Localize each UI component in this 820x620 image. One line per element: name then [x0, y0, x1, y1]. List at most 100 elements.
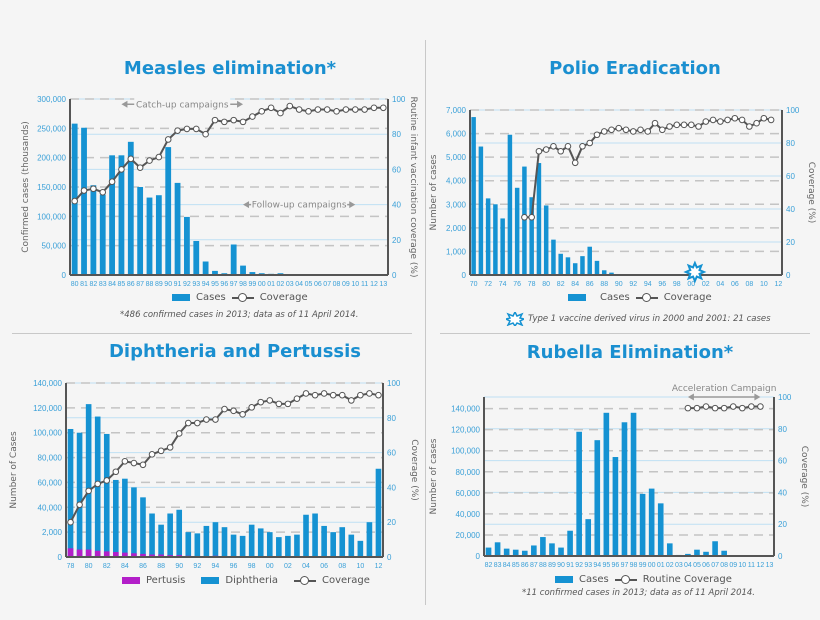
x-tick-label: 82: [89, 281, 97, 288]
bar-cases-1997: [621, 422, 628, 556]
coverage-point-1979: [535, 147, 543, 155]
x-tick-label: 90: [615, 281, 623, 288]
polio-note: Type 1 vaccine derived virus in 2000 and…: [506, 312, 771, 326]
bar-cases-1998: [240, 265, 246, 275]
x-tick-label: 96: [230, 563, 238, 570]
y-tick-label: 140,000: [451, 405, 480, 414]
y2-axis-title: Routine infant vaccination coverage (%): [408, 97, 418, 278]
bar-cases-1999: [249, 272, 256, 275]
coverage-point-2009: [753, 119, 760, 127]
coverage-point-2005: [305, 108, 312, 115]
vertical-divider: [425, 40, 426, 605]
y-tick-label: 40,000: [456, 510, 481, 519]
y-tick-label: 20,000: [456, 531, 481, 540]
x-tick-label: 91: [566, 562, 574, 569]
legend-label: Coverage: [663, 292, 712, 303]
coverage-line-icon: [614, 574, 637, 585]
coverage-point-1993: [192, 125, 200, 133]
x-tick-label: 84: [503, 562, 511, 569]
bar-cases-1984: [503, 548, 510, 556]
coverage-point-1999: [249, 113, 256, 120]
coverage-point-1982: [103, 477, 111, 484]
x-tick-label: 09: [342, 281, 350, 288]
coverage-point-2006: [320, 390, 328, 397]
x-tick-label: 90: [164, 281, 172, 288]
coverage-point-1996: [230, 407, 237, 415]
rubella-legend: Cases Routine Coverage: [555, 574, 732, 585]
x-tick-label: 92: [575, 562, 583, 569]
y-axis-title: Number of Cases: [9, 431, 19, 509]
x-tick-label: 97: [230, 281, 238, 288]
coverage-point-2007: [323, 106, 331, 113]
x-tick-label: 03: [675, 562, 683, 569]
y-axis-title: Number of cases: [429, 154, 439, 230]
y2-tick-label: 0: [392, 271, 397, 280]
coverage-point-1989: [155, 153, 163, 161]
bar-cases-1986: [587, 246, 592, 275]
coverage-point-1991: [184, 419, 192, 427]
coverage-point-1997: [239, 411, 246, 418]
burst-star-icon: [506, 312, 524, 326]
x-tick-label: 07: [711, 562, 719, 569]
coverage-point-1997: [230, 116, 237, 124]
bar-pertusis-1984: [122, 552, 128, 557]
coverage-point-2008: [338, 391, 346, 399]
coverage-point-1994: [212, 416, 219, 423]
x-tick-label: 98: [673, 281, 681, 288]
x-tick-label: 83: [494, 562, 502, 569]
coverage-point-2010: [738, 404, 746, 412]
bar-cases-1992: [184, 216, 190, 275]
bar-cases-1987: [531, 545, 537, 556]
coverage-line-icon: [635, 292, 658, 303]
bar-diphtheria-1984: [122, 478, 128, 557]
x-tick-label: 00: [266, 563, 274, 570]
y2-tick-label: 20: [387, 518, 396, 527]
legend-label: Cases: [579, 574, 609, 585]
bar-cases-1984: [109, 155, 115, 275]
bar-cases-1992: [576, 431, 582, 556]
bar-cases-2000: [648, 488, 655, 556]
y-tick-label: 200,000: [37, 154, 66, 163]
x-tick-label: 13: [379, 281, 387, 288]
arrow-head-right: [237, 100, 244, 108]
coverage-point-1995: [651, 119, 659, 127]
x-tick-label: 72: [484, 281, 492, 288]
coverage-point-2006: [314, 106, 322, 113]
bar-diphtheria-2000: [266, 532, 273, 557]
x-tick-label: 86: [586, 281, 594, 288]
x-tick-label: 80: [542, 281, 550, 288]
bar-cases-1978: [529, 197, 534, 275]
coverage-point-2004: [717, 118, 724, 125]
bar-cases-1982: [90, 185, 97, 275]
bar-diphtheria-2010: [357, 540, 364, 557]
bar-cases-2001: [657, 503, 664, 556]
cases-swatch: [555, 576, 573, 583]
x-tick-label: 08: [745, 281, 753, 288]
y2-tick-label: 40: [786, 205, 795, 214]
x-tick-label: 12: [757, 562, 765, 569]
arrow-head-left: [243, 201, 250, 209]
bar-diphtheria-1999: [257, 528, 264, 557]
y2-tick-label: 60: [392, 165, 401, 174]
bar-cases-1993: [585, 519, 592, 556]
x-tick-label: 98: [248, 563, 256, 570]
bar-cases-2006: [703, 551, 709, 556]
coverage-point-1996: [221, 118, 228, 126]
y-tick-label: 7,000: [446, 106, 467, 115]
bar-cases-1977: [522, 166, 527, 275]
y2-tick-label: 0: [786, 271, 791, 280]
coverage-point-2007: [329, 391, 337, 399]
coverage-point-2005: [693, 404, 701, 412]
x-tick-label: 00: [687, 281, 695, 288]
bar-cases-2008: [721, 550, 727, 556]
x-tick-label: 07: [323, 281, 331, 288]
bar-cases-1993: [193, 240, 200, 275]
y-tick-label: 0: [58, 553, 63, 562]
y-tick-label: 250,000: [37, 124, 66, 133]
x-tick-label: 82: [485, 562, 493, 569]
coverage-point-2000: [258, 108, 266, 115]
rubella-note: *11 confirmed cases in 2013; data as of …: [522, 588, 756, 598]
coverage-point-1988: [157, 447, 165, 455]
bar-cases-1982: [485, 547, 492, 556]
